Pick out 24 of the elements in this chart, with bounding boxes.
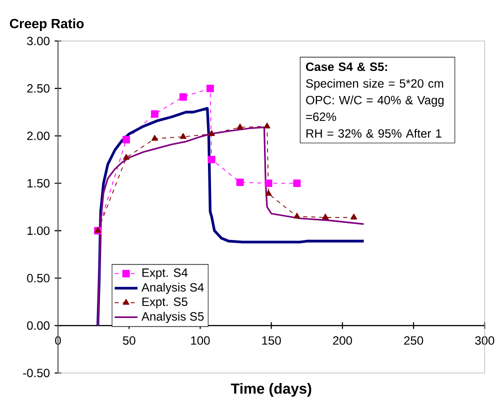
y-tick-label: 0.50: [27, 274, 50, 282]
y-tick-label: 0.00: [27, 321, 50, 330]
y-tick-label: -0.50: [23, 368, 50, 378]
y-tick-label: 1.00: [28, 226, 50, 235]
legend-label: Analysis S5: [141, 312, 204, 324]
y-axis-title: Creep Ratio: [10, 18, 84, 31]
legend-label: Analysis S4: [141, 282, 204, 294]
x-tick-label: 200: [333, 336, 352, 345]
legend-label: Expt. S4: [142, 268, 188, 280]
x-tick-label: 300: [475, 336, 494, 345]
y-tick-label: 2.50: [27, 84, 50, 93]
x-tick-label: 100: [191, 336, 210, 345]
y-tick-label: 3.00: [27, 36, 50, 46]
annotation: Case S4 & S5:: [306, 62, 388, 72]
x-tick-label: 250: [404, 336, 424, 345]
x-axis-title: Time (days): [230, 383, 312, 397]
y-tick-label: 1.50: [28, 179, 50, 188]
annotation: OPC: W/C = 40% & Vagg =62%: [306, 96, 444, 122]
y-tick-label: 2.00: [27, 132, 50, 140]
legend-label: Expt. S5: [142, 297, 188, 308]
x-tick-label: 50: [122, 336, 136, 345]
annotation: RH = 32% & 95% After 1: [306, 128, 442, 138]
annotation: Specimen size = 5*20 cm: [306, 78, 444, 90]
x-tick-label: 150: [262, 336, 281, 345]
